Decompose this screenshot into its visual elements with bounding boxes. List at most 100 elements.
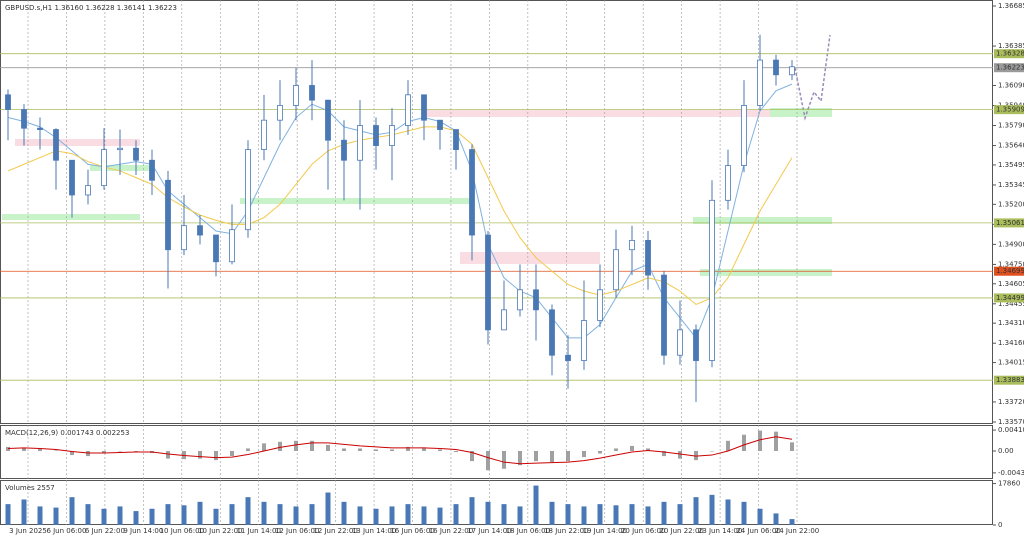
volume-bar <box>517 506 523 525</box>
candle-body <box>453 129 459 150</box>
candle-body <box>197 225 203 236</box>
candle-body <box>581 320 587 361</box>
x-tick-label: 13 Jun 14:00 <box>352 527 396 535</box>
y-tick-label: 1.35790 <box>998 122 1024 130</box>
candle-body <box>277 105 283 121</box>
macd-bar <box>678 450 682 459</box>
x-tick-label: 3 Jun 2025 <box>9 527 47 535</box>
candle-body <box>725 165 731 201</box>
candle-body <box>437 119 443 130</box>
y-tick-label: 1.33570 <box>998 418 1024 426</box>
y-tick-label: 0.004109 <box>998 426 1024 434</box>
y-tick-label: 1.34310 <box>998 319 1024 327</box>
macd-bar <box>198 450 202 459</box>
volume-bar <box>741 501 747 525</box>
macd-bar <box>54 450 58 451</box>
candle-body <box>5 94 11 110</box>
y-tick-label: 1.34750 <box>998 260 1024 268</box>
level-label: 1.34499 <box>996 294 1024 302</box>
volume-bar <box>389 506 395 525</box>
candle-body <box>357 125 363 161</box>
macd-bar <box>102 450 106 454</box>
candle-body <box>421 94 427 121</box>
volume-bar <box>69 497 75 525</box>
zone <box>240 198 470 204</box>
macd-bar <box>694 450 698 461</box>
volume-bar <box>21 499 27 525</box>
y-tick-label: 1.35495 <box>998 161 1024 169</box>
zone <box>425 110 770 117</box>
candle-body <box>69 159 75 196</box>
macd-bar <box>662 450 666 457</box>
y-tick-label: 1.35200 <box>998 200 1024 208</box>
level-label: 1.35909 <box>996 106 1024 114</box>
volume-bar <box>469 497 475 525</box>
candle-body <box>405 94 411 126</box>
macd-bar <box>646 448 650 451</box>
macd-bar <box>726 440 730 451</box>
volume-bar <box>213 508 219 525</box>
x-tick-label: 18 Jun 06:00 <box>506 527 550 535</box>
x-tick-label: 11 Jun 14:00 <box>236 527 280 535</box>
volume-bar <box>789 519 795 525</box>
macd-bar <box>742 434 746 451</box>
volume-bar <box>37 506 43 525</box>
volume-bar <box>661 501 667 525</box>
candle-body <box>133 147 139 161</box>
volume-bar <box>357 506 363 525</box>
candle-body <box>85 185 91 196</box>
y-tick-label: 0 <box>998 521 1002 529</box>
x-tick-label: 12 Jun 06:00 <box>275 527 319 535</box>
zone <box>2 214 140 220</box>
macd-bar <box>518 450 522 466</box>
candle-body <box>517 289 523 311</box>
y-tick-label: 1.34160 <box>998 339 1024 347</box>
volume-bar <box>85 504 91 525</box>
macd-bar <box>326 444 330 451</box>
macd-bar <box>758 430 762 451</box>
y-tick-label: 1.35345 <box>998 181 1024 189</box>
candle-body <box>149 159 155 181</box>
candle-body <box>469 149 475 236</box>
volume-bar <box>277 504 283 525</box>
volume-bar <box>421 506 427 525</box>
y-tick-label: 1.34455 <box>998 300 1024 308</box>
macd-bar <box>342 448 346 451</box>
macd-bar <box>182 450 186 460</box>
macd-bar <box>598 450 602 454</box>
x-tick-label: 20 Jun 06:00 <box>621 527 665 535</box>
candle-body <box>21 109 27 129</box>
volume-bar <box>581 506 587 525</box>
volume-bar <box>133 511 139 525</box>
volume-bar <box>261 501 267 525</box>
level-label: 1.36328 <box>996 50 1024 58</box>
macd-bar <box>390 449 394 451</box>
candle-body <box>549 309 555 356</box>
level-label: 1.35061 <box>996 219 1024 227</box>
candle-body <box>645 239 651 276</box>
candle-body <box>309 85 315 101</box>
volume-bar <box>757 508 763 525</box>
signal-line <box>7 436 793 465</box>
level-label-bg <box>994 63 1024 73</box>
volume-bar <box>709 494 715 525</box>
volume-bar <box>629 504 635 525</box>
zones <box>2 108 832 276</box>
volume-bar <box>293 506 299 525</box>
x-tick-label: 23 Jun 14:00 <box>698 527 742 535</box>
candle-body <box>213 234 219 263</box>
macd-bar <box>22 447 26 451</box>
panel-borders <box>0 0 993 525</box>
volume-bar <box>501 504 507 525</box>
volume-bar <box>597 504 603 525</box>
candle-body <box>373 125 379 146</box>
macd-bar <box>582 450 586 458</box>
candle-body <box>53 129 59 161</box>
volume-bar <box>101 508 107 525</box>
macd-bar <box>374 449 378 451</box>
y-tick-label: 1.36385 <box>998 42 1024 50</box>
level-label-bg <box>994 266 1024 276</box>
zone <box>15 139 140 146</box>
volume-bar <box>485 501 491 525</box>
macd-bar <box>310 440 314 451</box>
